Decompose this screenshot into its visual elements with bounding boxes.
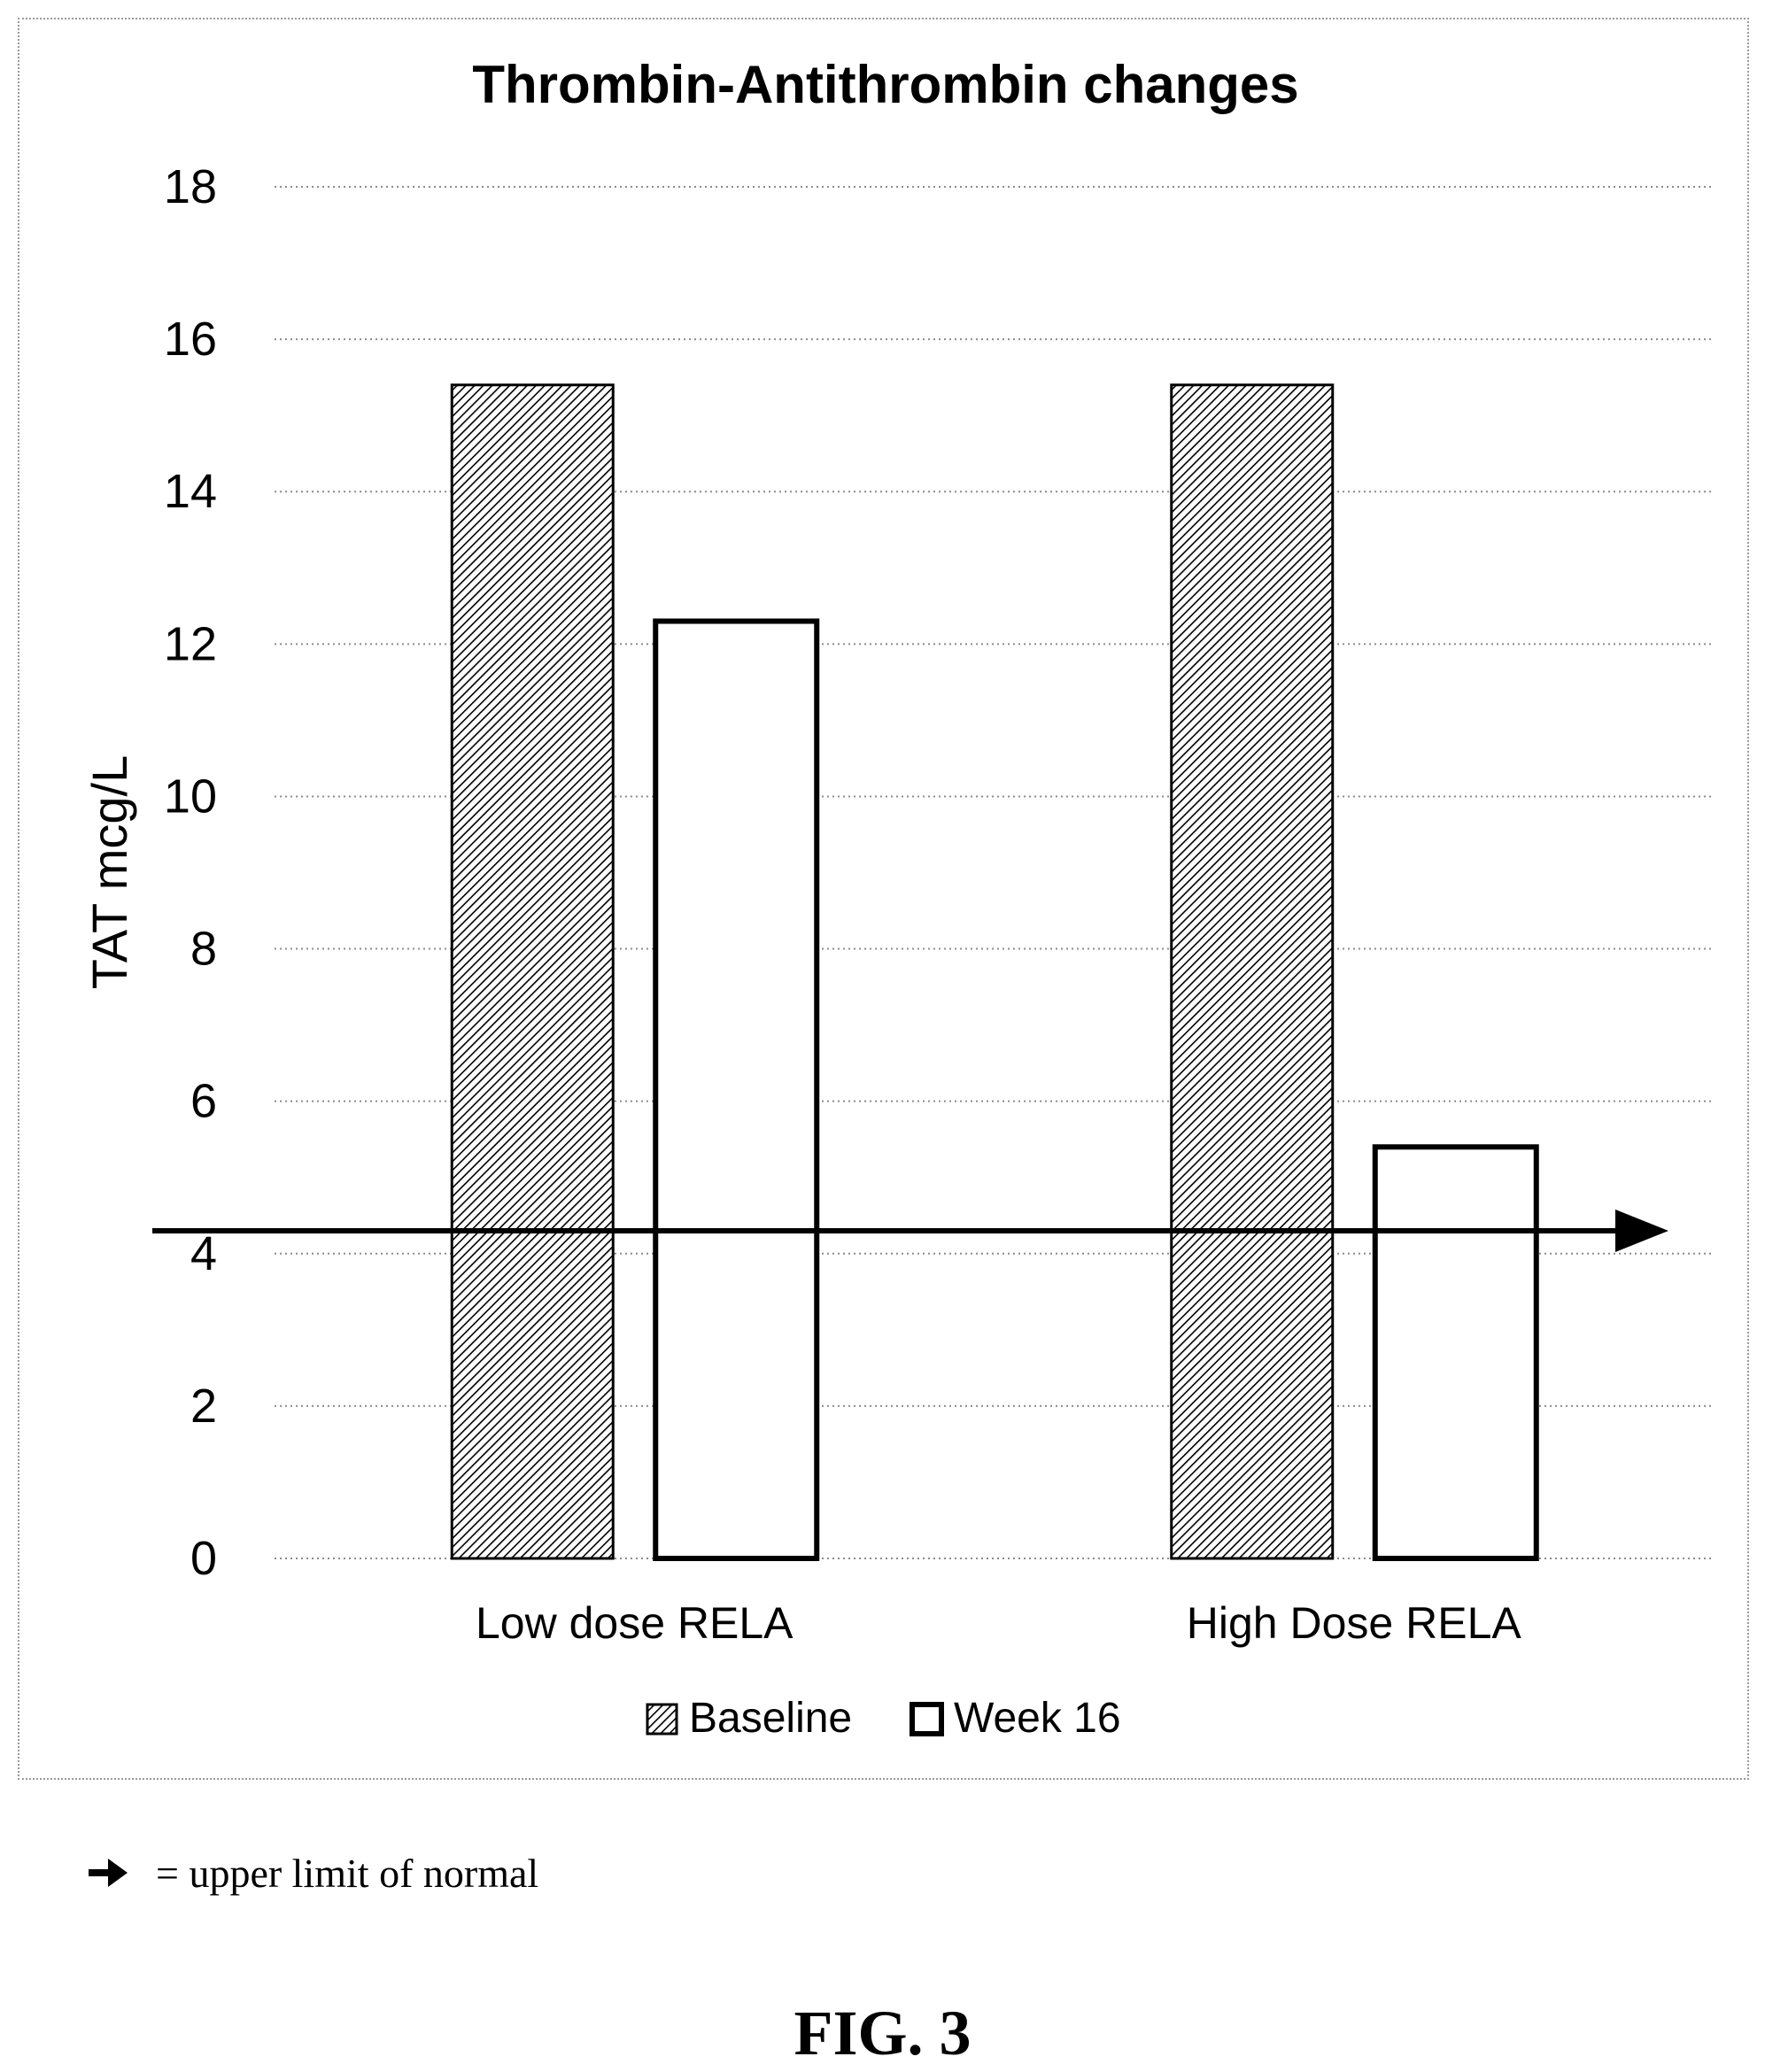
y-tick-label: 16 (164, 313, 217, 366)
bar-chart: Thrombin-Antithrombin changes TAT mcg/L … (81, 55, 1714, 1742)
y-tick-label: 0 (190, 1532, 217, 1585)
footnote-text: = upper limit of normal (156, 1850, 539, 1896)
bars (450, 383, 1539, 1562)
y-tick-label: 14 (164, 465, 217, 518)
legend-swatch-baseline (646, 1703, 678, 1736)
y-tick-label: 12 (164, 617, 217, 670)
legend-swatch-week16 (910, 1702, 944, 1736)
right-arrow-icon (89, 1859, 128, 1887)
y-tick-label: 8 (190, 923, 217, 976)
y-axis-label: TAT mcg/L (81, 755, 137, 990)
legend-label-week16: Week 16 (954, 1695, 1121, 1742)
bar-baseline (1170, 383, 1335, 1560)
x-tick-label: Low dose RELA (476, 1598, 793, 1648)
y-tick-labels: 0 2 4 6 8 10 12 14 16 18 (164, 160, 217, 1585)
chart-title: Thrombin-Antithrombin changes (472, 55, 1298, 114)
legend: Baseline Week 16 (646, 1695, 1121, 1742)
footnote: = upper limit of normal (87, 1846, 538, 1899)
y-tick-label: 18 (164, 160, 217, 213)
y-tick-label: 2 (190, 1380, 217, 1433)
legend-label-baseline: Baseline (689, 1695, 852, 1742)
bar-baseline (450, 383, 615, 1560)
figure-label: FIG. 3 (793, 1998, 972, 2068)
bar-week16 (653, 618, 820, 1561)
chart-frame (18, 18, 1749, 1780)
y-tick-label: 6 (190, 1075, 217, 1128)
x-tick-label: High Dose RELA (1187, 1598, 1522, 1648)
y-tick-label: 10 (164, 769, 217, 823)
x-tick-labels: Low dose RELA High Dose RELA (476, 1598, 1521, 1648)
y-tick-label: 4 (190, 1227, 217, 1280)
bar-week16 (1372, 1144, 1539, 1562)
